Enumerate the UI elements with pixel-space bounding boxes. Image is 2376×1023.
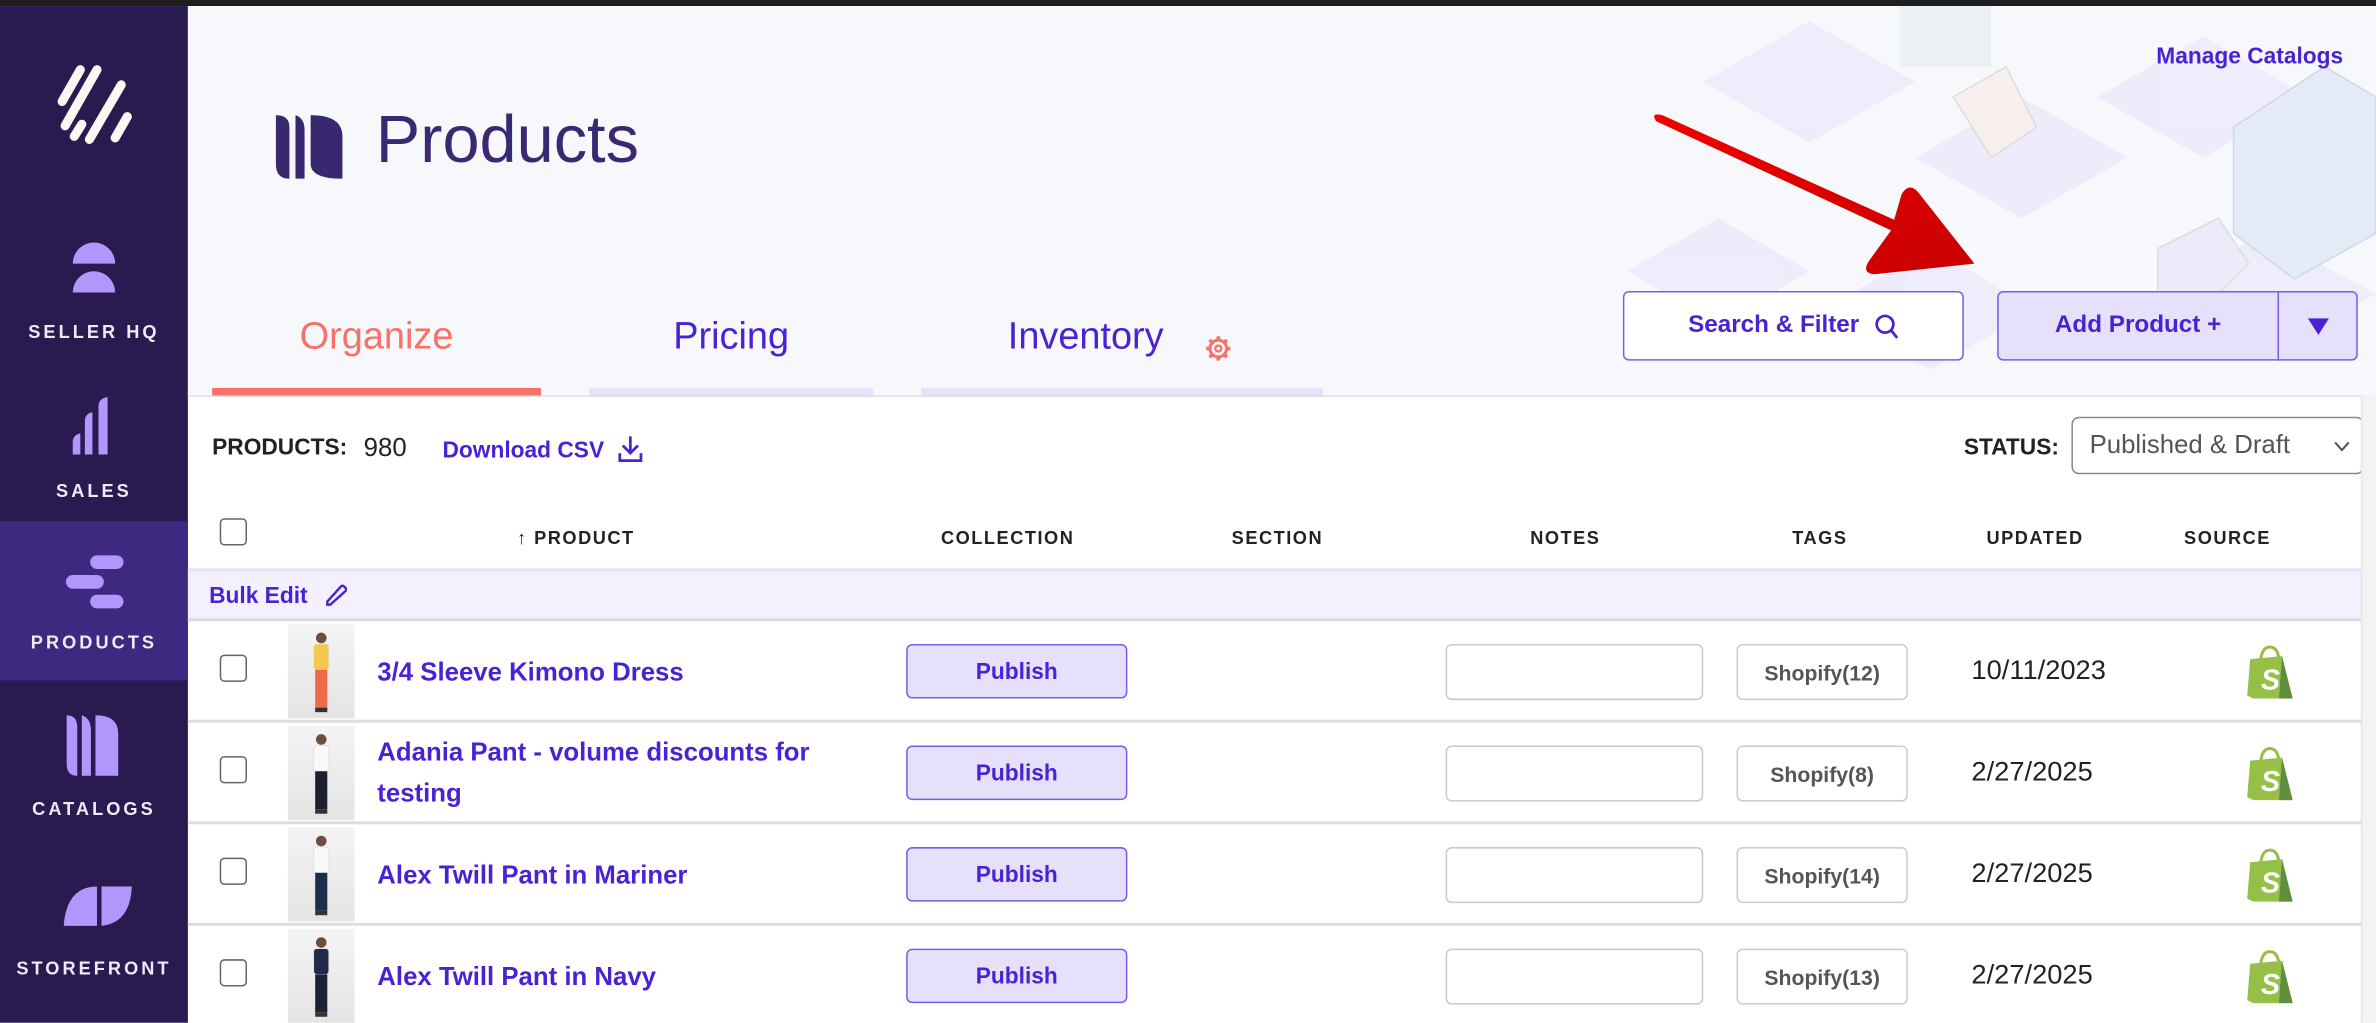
caret-down-icon [2307,317,2329,335]
notes-input[interactable] [1445,847,1704,904]
tags-button[interactable]: Shopify(8) [1736,745,1908,802]
bulk-edit-row: Bulk Edit [187,568,2361,622]
svg-text:S: S [2261,766,2280,798]
annotation-arrow-icon [1654,114,1975,275]
row-checkbox[interactable] [219,959,247,987]
products-count: 980 [363,433,407,463]
table-row: 3/4 Sleeve Kimono Dress Publish Shopify(12… [187,621,2361,723]
catalog-logo-icon [275,115,343,179]
window-top-bar [0,0,2376,7]
table-row: Alex Twill Pant in Navy Publish Shopify(13… [188,926,2361,1023]
notes-input[interactable] [1445,644,1704,701]
shopify-icon: S [2247,645,2293,699]
tab-pricing[interactable]: Pricing [589,315,873,396]
publish-button[interactable]: Publish [906,745,1128,801]
sidebar-item-catalogs[interactable]: CATALOGS [0,688,188,847]
product-name-link[interactable]: Alex Twill Pant in Navy [377,962,656,992]
column-header-section: SECTION [1231,527,1324,549]
add-product-dropdown-button[interactable] [2277,290,2358,361]
shopify-icon: S [2247,950,2293,1004]
table-row: Alex Twill Pant in Mariner Publish Shopify… [187,824,2361,926]
sidebar-item-seller-hq[interactable]: SELLER HQ [0,211,188,370]
tab-indicator [589,387,873,396]
tags-button[interactable]: Shopify(13) [1736,948,1908,1005]
updated-date: 2/27/2025 [1971,959,2093,990]
product-thumbnail[interactable] [287,928,355,1023]
manage-catalogs-link[interactable]: Manage Catalogs [2156,43,2344,70]
table-row: Adania Pant - volume discounts for testi… [187,723,2361,825]
column-header-notes: NOTES [1530,527,1601,549]
page-header [187,6,2376,398]
select-all-checkbox[interactable] [219,518,247,546]
download-icon [618,436,643,463]
tab-active-indicator [212,387,541,396]
tab-indicator [921,387,1323,396]
shopify-icon: S [2247,747,2293,801]
sidebar-item-products[interactable]: PRODUCTS [0,521,188,681]
svg-text:S: S [2261,969,2280,1001]
column-header-collection: COLLECTION [941,527,1075,549]
product-name-link[interactable]: Adania Pant - volume discounts for testi… [377,737,810,808]
scrollbar[interactable] [2360,395,2376,1023]
column-header-tags: TAGS [1792,527,1848,549]
svg-text:S: S [2261,868,2280,900]
column-header-updated: UPDATED [1986,527,2084,549]
shopify-icon: S [2247,848,2293,902]
notes-input[interactable] [1445,745,1704,802]
search-filter-button[interactable]: Search & Filter [1622,290,1964,361]
add-product-button[interactable]: Add Product + [1997,290,2280,361]
header-background-illustration [1627,6,2376,370]
column-header-source: SOURCE [2184,527,2271,549]
bar-chart-icon [72,397,108,455]
tab-inventory[interactable]: Inventory [921,315,1323,396]
tags-button[interactable]: Shopify(14) [1736,847,1908,904]
product-name-link[interactable]: Alex Twill Pant in Mariner [377,860,688,890]
publish-button[interactable]: Publish [906,644,1128,699]
notes-input[interactable] [1445,948,1704,1005]
product-thumbnail[interactable] [287,624,355,719]
bulk-edit-button[interactable]: Bulk Edit [209,583,348,609]
publish-button[interactable]: Publish [906,847,1128,902]
download-csv-link[interactable]: Download CSV [442,435,643,464]
sort-ascending-icon: ↑ [516,527,528,549]
row-checkbox[interactable] [219,857,247,885]
publish-button[interactable]: Publish [906,948,1128,1004]
status-label: STATUS: [1963,434,2059,461]
column-header-product[interactable]: ↑ PRODUCT [516,527,635,549]
products-count-label: PRODUCTS: [212,434,348,461]
product-name-link[interactable]: 3/4 Sleeve Kimono Dress [377,657,684,687]
product-thumbnail[interactable] [287,725,355,820]
row-checkbox[interactable] [219,654,247,682]
gear-icon[interactable] [1205,335,1232,362]
status-select[interactable]: Published & Draft [2071,416,2364,475]
sidebar: SELLER HQ SALES PRODUCTS CATALOGS STOREF… [0,6,188,1023]
app-logo-icon[interactable] [52,61,137,146]
updated-date: 2/27/2025 [1971,756,2093,787]
products-icon [65,555,124,609]
pencil-icon [326,584,348,606]
seller-hq-icon [72,242,116,293]
svg-text:S: S [2261,664,2280,696]
catalogs-icon [66,715,119,776]
updated-date: 2/27/2025 [1971,857,2093,888]
page-title: Products [375,103,639,178]
search-icon [1875,313,1899,339]
product-thumbnail[interactable] [287,827,355,922]
sidebar-item-sales[interactable]: SALES [0,370,188,529]
row-checkbox[interactable] [219,756,247,784]
storefront-icon [63,886,132,926]
chevron-down-icon [2334,441,2350,452]
sidebar-item-storefront[interactable]: STOREFRONT [0,847,188,1006]
updated-date: 10/11/2023 [1971,654,2106,685]
tab-organize[interactable]: Organize [212,315,541,396]
tags-button[interactable]: Shopify(12) [1736,644,1908,701]
